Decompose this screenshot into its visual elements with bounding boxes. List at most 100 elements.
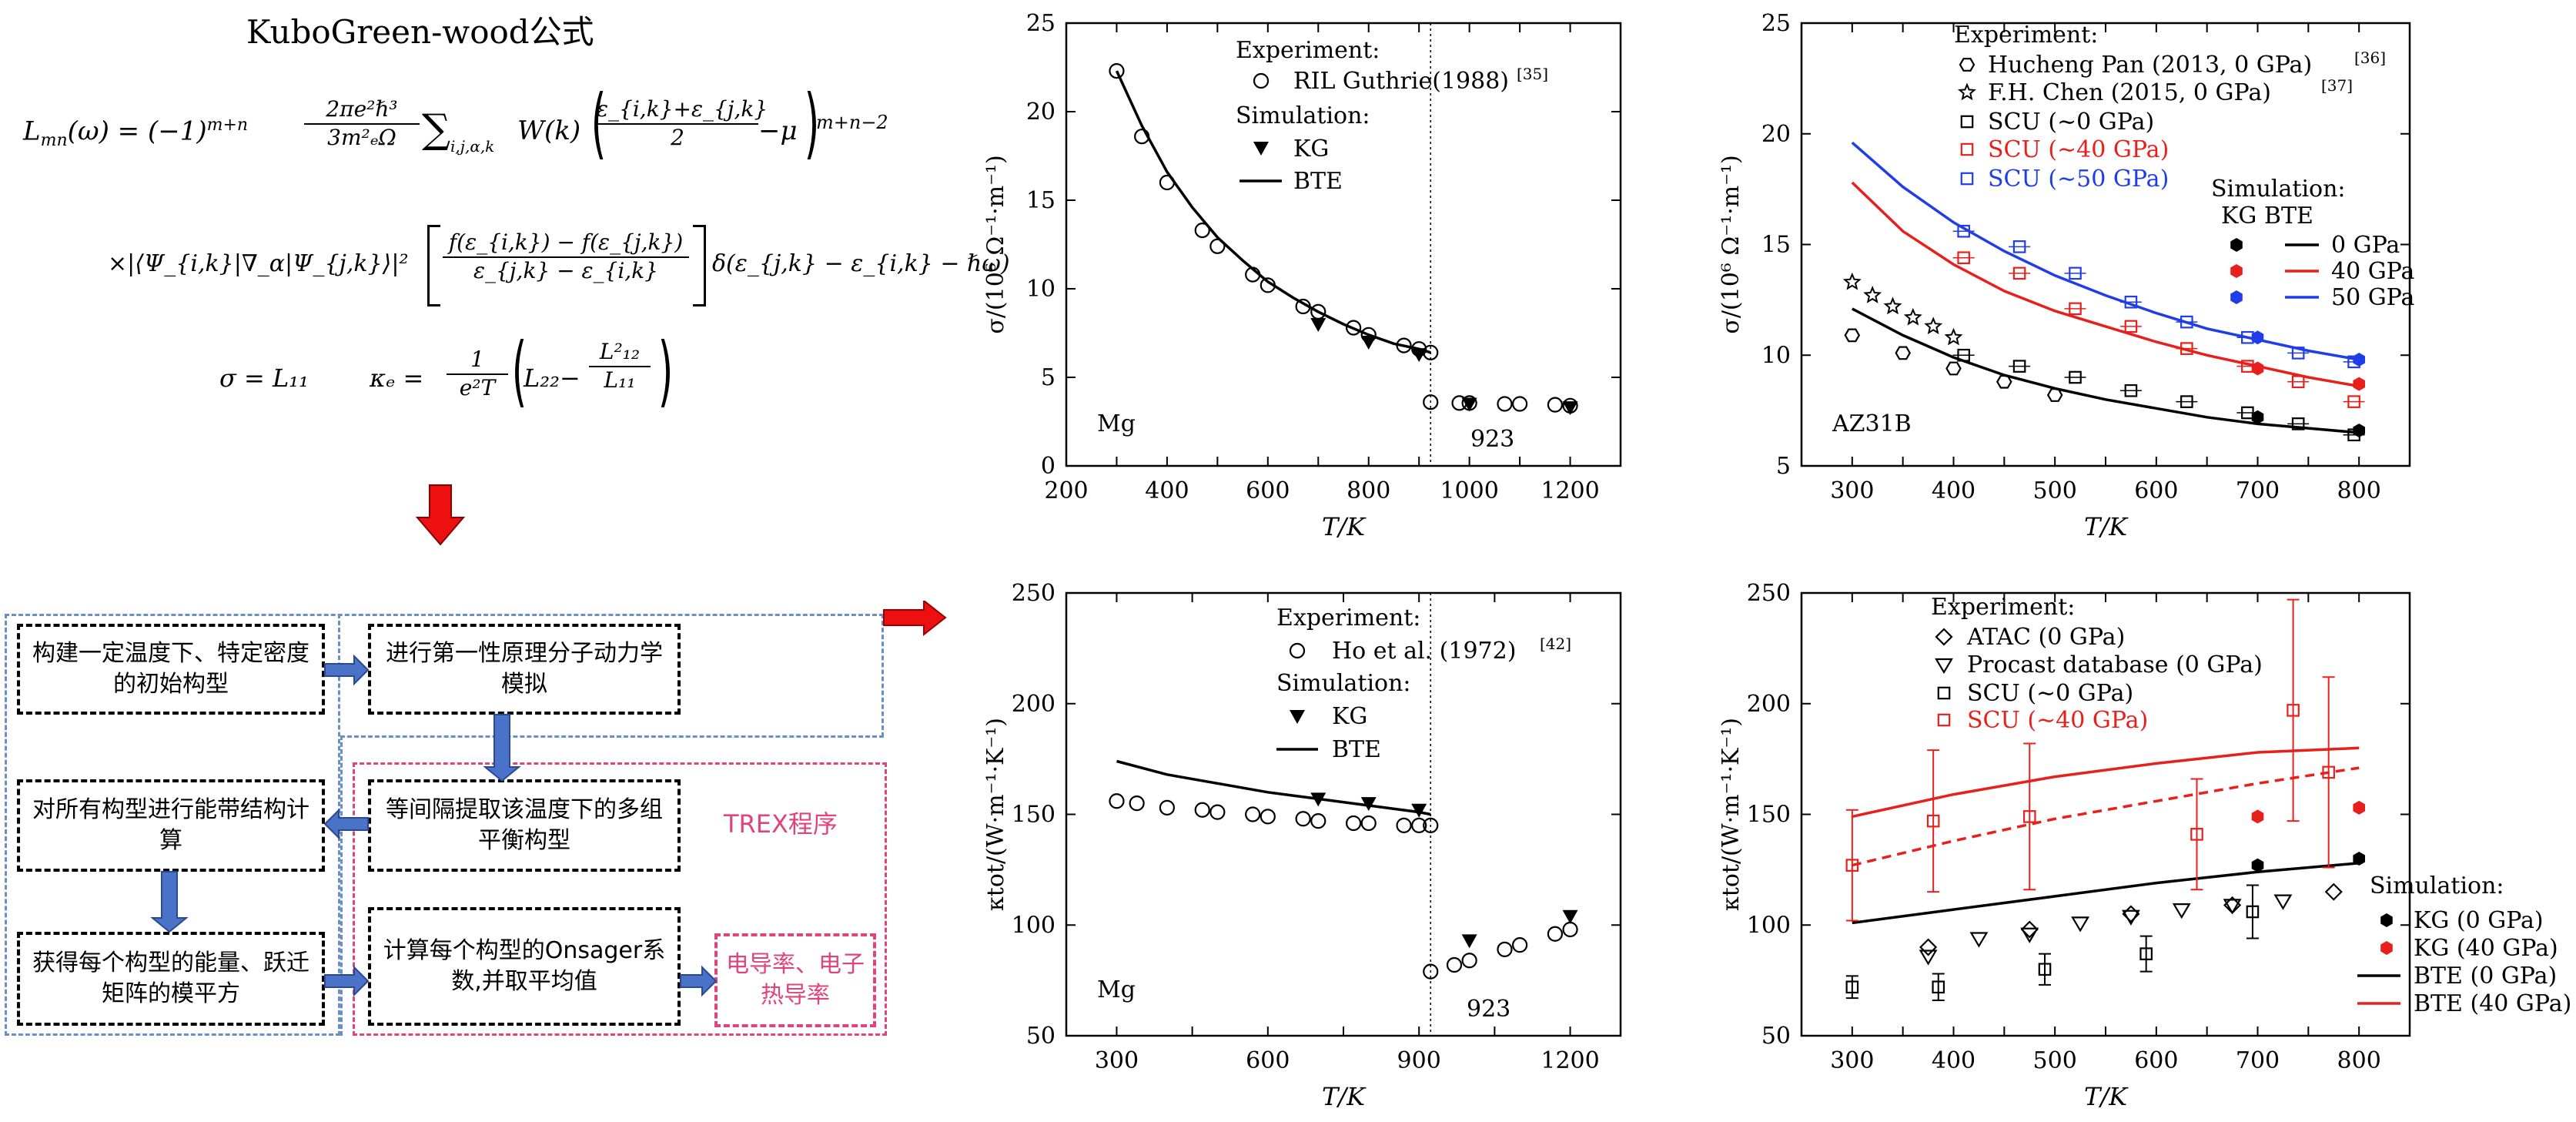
eq1-frac-num: 2πe²ℏ³	[304, 96, 420, 125]
kg40-point	[2251, 361, 2264, 376]
kg40-point	[2353, 377, 2365, 391]
legend-kg-marker	[1253, 142, 1269, 156]
scu40-point	[2124, 320, 2138, 333]
eq2-delta: δ(ε_{j,k} − ε_{i,k} − ℏω)	[712, 250, 1010, 277]
arrow-left-icon	[323, 808, 369, 840]
scu0-point	[2012, 360, 2026, 373]
scu40-point	[1845, 859, 1859, 872]
eq1-sub: mn	[40, 131, 68, 151]
flow-region-blue-right	[340, 735, 884, 738]
exp-point	[1345, 815, 1362, 832]
kg-point	[1562, 909, 1578, 924]
x-tick-label: 1000	[1440, 477, 1498, 504]
eq3-sigma: σ = L₁₁	[219, 363, 309, 393]
scu40-point	[2347, 395, 2360, 408]
scu0-point	[2180, 395, 2193, 408]
arrow-right-icon	[324, 654, 370, 686]
eq3-paren-num: L²₁₂	[589, 339, 651, 367]
legend-chen-label: F.H. Chen (2015, 0 GPa)	[1988, 79, 2271, 106]
scu0-point	[1845, 980, 1859, 994]
y-tick-label: 10	[1026, 276, 1055, 303]
chart-az31b-conductivity: 300 400 500 600 700 800 5 10 15 20 25 T/K σ/(10⁶ Ω⁻¹…	[1718, 10, 2415, 541]
eq3-paren-left: (	[511, 326, 527, 416]
eq1-sum-sub: i,j,α,k	[450, 137, 495, 156]
flow-box-onsager: 计算每个构型的Onsager系数,并取平均值	[368, 907, 681, 1026]
y-tick-label: 20	[1761, 121, 1791, 148]
exp-point	[1109, 62, 1125, 79]
arrow-right-icon-3	[680, 965, 718, 997]
x-tick-label: 1200	[1541, 477, 1599, 504]
y-tick-label: 10	[1761, 342, 1791, 369]
legend-sim-header: Simulation:	[2211, 176, 2346, 203]
eq1-lhs: L	[23, 116, 41, 147]
exp-point	[1310, 813, 1326, 829]
chart-mg-conductivity: 200 400 600 800 1000 1200 0 5 10 15 20 25 T/K σ/(10⁶ …	[982, 10, 1622, 541]
legend-atac-label: ATAC (0 GPa)	[1966, 624, 2125, 651]
y-axis-label: κtot/(W·m⁻¹·K⁻¹)	[1718, 718, 1745, 911]
legend-exp-ref: [42]	[1540, 635, 1571, 653]
eq1-paren-den: 2	[671, 125, 684, 150]
legend-exp-marker	[1253, 72, 1270, 89]
flow-region-blue-inner	[340, 735, 343, 1036]
bte-40gpa-curve	[1851, 181, 2360, 388]
x-tick-label: 200	[1044, 477, 1088, 504]
flow-box-band: 对所有构型进行能带结构计算	[17, 779, 325, 872]
flow-region-pink	[353, 762, 887, 1036]
legend-scu0-label: SCU (∼0 GPa)	[1967, 680, 2133, 707]
x-tick-label: 600	[1246, 1047, 1290, 1074]
scu0-point	[2124, 383, 2138, 397]
eq3-paren-right: )	[657, 326, 674, 416]
x-tick-label: 800	[1347, 477, 1390, 504]
hucheng-point	[1945, 361, 1962, 376]
exp-point	[1245, 266, 1261, 283]
x-tick-label: 300	[1830, 477, 1874, 504]
x-axis-label: T/K	[1322, 1082, 1367, 1111]
scu50-point	[2012, 240, 2026, 253]
flow-box-aimd: 进行第一性原理分子动力学模拟	[368, 624, 681, 715]
legend-bte0-label: BTE (0 GPa)	[2414, 963, 2557, 990]
equation-lmn: Lmn(ω) = (−1)m+n	[23, 116, 248, 150]
x-tick-label: 700	[2236, 1047, 2280, 1074]
exp-point	[1194, 223, 1210, 239]
eq1-mu: −μ	[758, 116, 798, 146]
chen-point	[1944, 327, 1963, 346]
legend-exp-header: Experiment:	[1236, 37, 1380, 64]
exp-point	[1159, 174, 1176, 191]
x-tick-label: 300	[1830, 1047, 1874, 1074]
exp-point	[1260, 809, 1276, 825]
x-tick-label: 800	[2337, 1047, 2381, 1074]
kg50-point	[2251, 330, 2264, 345]
legend-exp-label: RIL Guthrie(1988)	[1293, 68, 1509, 95]
flow-box-energy: 获得每个构型的能量、跃迁矩阵的模平方	[17, 932, 325, 1026]
eq3-frac-den: e²T	[459, 375, 496, 400]
kg0-point	[2251, 858, 2264, 872]
y-tick-label: 250	[1747, 580, 1791, 607]
scu40-point	[2190, 828, 2203, 841]
exp-point	[1423, 963, 1439, 980]
melting-label: 923	[1467, 996, 1510, 1023]
exp-point	[1134, 129, 1150, 145]
kg-point	[1411, 348, 1427, 363]
eq3-paren-left-text: L₂₂−	[524, 363, 580, 393]
legend-exp-marker	[1289, 642, 1306, 659]
legend-exp-header: Experiment:	[1931, 594, 2075, 621]
exp-point	[1159, 799, 1176, 816]
exp-point	[1511, 937, 1528, 953]
eq2-bracket-left	[427, 225, 440, 306]
chart-mg-thermal: 300 600 900 1200 50 100 150 200 250 T/K κtot/(W·m⁻…	[982, 580, 1622, 1111]
arrow-down-icon	[483, 714, 521, 782]
x-tick-label: 700	[2236, 477, 2280, 504]
legend-p40-label: 40 GPa	[2331, 258, 2415, 285]
kg-point	[1461, 934, 1477, 949]
legend-scu40-marker	[1960, 142, 1974, 156]
legend-scu40-label: SCU (∼40 GPa)	[1967, 707, 2148, 734]
legend-hucheng-marker	[1959, 58, 1975, 72]
exp-point	[1423, 394, 1439, 410]
y-tick-label: 20	[1026, 99, 1055, 126]
kg50-point	[2353, 353, 2365, 367]
legend-procast-label: Procast database (0 GPa)	[1967, 651, 2263, 678]
scu40-point	[2022, 810, 2036, 823]
scu40-point	[2291, 375, 2305, 389]
arrow-right-red-icon	[883, 601, 947, 637]
exp-point	[1360, 815, 1377, 832]
